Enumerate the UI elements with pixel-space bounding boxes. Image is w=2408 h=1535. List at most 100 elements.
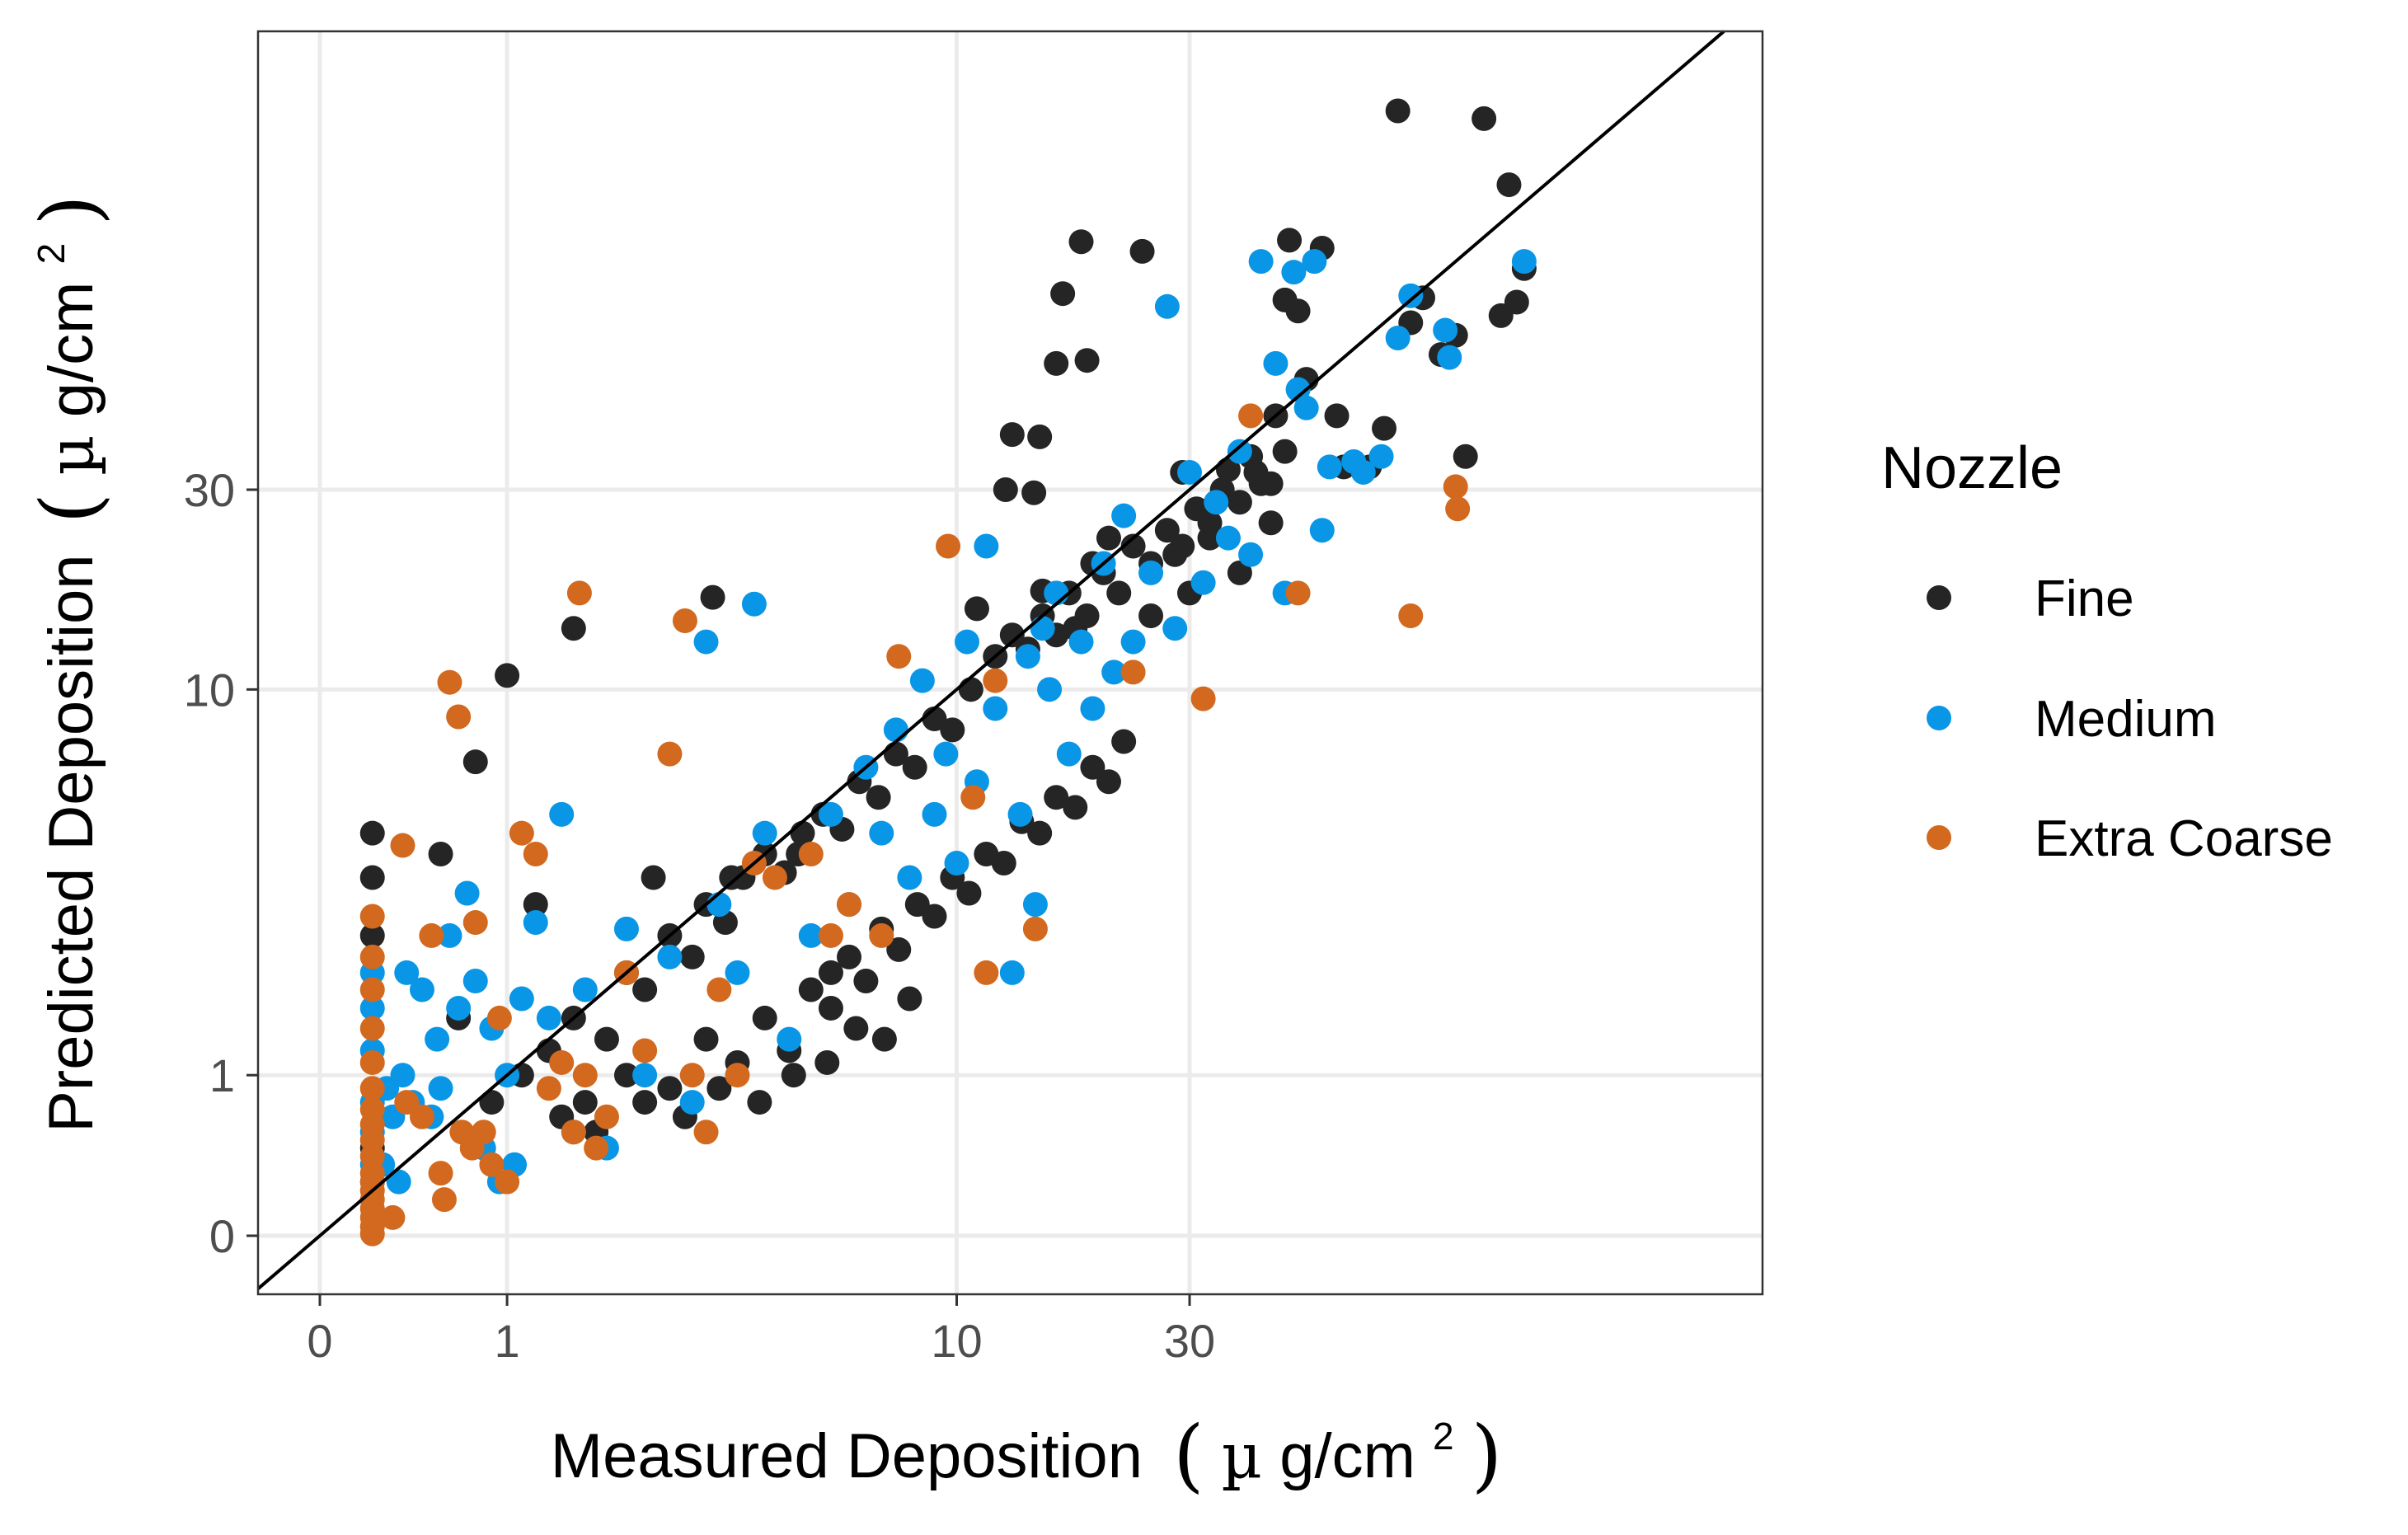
- point-fine-64: [1096, 769, 1121, 795]
- point-medium-33: [613, 916, 639, 941]
- point-extra-coarse-60: [974, 960, 999, 985]
- point-medium-52: [933, 741, 959, 767]
- point-extra-coarse-41: [584, 1135, 609, 1161]
- point-extra-coarse-36: [536, 1076, 561, 1101]
- point-fine-36: [902, 754, 927, 780]
- point-medium-26: [509, 986, 534, 1012]
- x-axis-title-main: Measured Deposition: [551, 1421, 1143, 1491]
- point-medium-58: [999, 960, 1025, 985]
- point-fine-132: [1385, 98, 1411, 124]
- point-extra-coarse-32: [486, 1005, 512, 1030]
- point-medium-44: [818, 801, 843, 827]
- point-fine-42: [657, 1076, 683, 1101]
- point-fine-124: [1277, 228, 1303, 253]
- point-medium-9: [386, 1169, 411, 1195]
- point-fine-115: [1197, 525, 1223, 551]
- point-fine-45: [752, 1005, 777, 1030]
- point-fine-47: [798, 977, 824, 1002]
- point-fine-40: [572, 1090, 598, 1115]
- point-medium-53: [944, 851, 969, 876]
- point-medium-56: [974, 533, 999, 559]
- point-extra-coarse-35: [523, 842, 548, 867]
- point-extra-coarse-61: [983, 668, 1008, 693]
- point-medium-16: [428, 1076, 453, 1101]
- point-fine-16: [479, 1090, 505, 1115]
- y-tick-label-1: 1: [209, 1049, 235, 1101]
- point-medium-42: [777, 1026, 802, 1052]
- point-fine-120: [1248, 471, 1274, 496]
- point-medium-85: [1285, 377, 1311, 402]
- point-extra-coarse-20: [394, 1090, 420, 1115]
- point-medium-47: [869, 820, 894, 846]
- point-medium-92: [1368, 444, 1394, 469]
- point-extra-coarse-19: [390, 833, 415, 858]
- point-medium-62: [1030, 616, 1055, 641]
- point-fine-87: [1074, 348, 1100, 373]
- point-fine-89: [1096, 525, 1121, 551]
- point-medium-95: [1433, 317, 1458, 343]
- point-extra-coarse-31: [479, 1152, 505, 1177]
- point-medium-60: [1015, 644, 1040, 669]
- point-medium-87: [1302, 249, 1327, 275]
- point-fine-10: [561, 616, 586, 641]
- point-fine-138: [1472, 106, 1497, 131]
- point-fine-137: [1453, 444, 1478, 469]
- point-extra-coarse-21: [409, 1104, 434, 1129]
- point-medium-38: [706, 892, 732, 918]
- point-fine-103: [1154, 518, 1180, 543]
- point-extra-coarse-53: [798, 842, 824, 867]
- point-fine-101: [1120, 533, 1146, 559]
- point-medium-59: [1007, 801, 1033, 827]
- point-medium-27: [523, 910, 548, 936]
- point-medium-40: [741, 591, 767, 617]
- point-fine-7: [462, 749, 488, 775]
- point-fine-128: [1324, 403, 1350, 429]
- point-medium-28: [536, 1005, 561, 1030]
- point-medium-84: [1281, 260, 1307, 285]
- point-fine-2: [359, 922, 385, 948]
- point-fine-52: [886, 936, 912, 962]
- point-extra-coarse-16: [359, 944, 385, 969]
- point-medium-71: [1120, 629, 1146, 655]
- point-fine-72: [781, 1063, 806, 1088]
- point-medium-35: [657, 944, 683, 969]
- point-extra-coarse-24: [431, 1187, 457, 1213]
- point-medium-88: [1309, 518, 1335, 543]
- point-extra-coarse-56: [869, 922, 894, 948]
- legend-key-fine: [1927, 585, 1951, 610]
- x-tick-label-30: 30: [1164, 1315, 1215, 1367]
- point-extra-coarse-62: [1022, 916, 1048, 941]
- point-extra-coarse-34: [509, 820, 534, 846]
- point-medium-82: [1263, 350, 1288, 376]
- point-medium-76: [1190, 570, 1216, 595]
- point-medium-11: [394, 960, 420, 985]
- x-axis-title: Measured Deposition ( µ g/cm 2 ): [551, 1393, 1502, 1501]
- point-fine-86: [1068, 229, 1094, 255]
- point-medium-75: [1177, 459, 1202, 485]
- legend: Nozzle Fine Medium Extra Coarse: [1881, 435, 2333, 867]
- point-fine-60: [1027, 820, 1053, 846]
- point-medium-31: [572, 977, 598, 1002]
- point-extra-coarse-69: [1445, 496, 1471, 522]
- point-extra-coarse-52: [762, 865, 787, 890]
- point-medium-73: [1154, 293, 1180, 319]
- point-fine-91: [1138, 603, 1164, 629]
- y-axis-title: Predicted Deposition ( µ g/cm 2 ): [8, 195, 116, 1133]
- point-extra-coarse-67: [1398, 603, 1424, 629]
- point-fine-54: [922, 904, 947, 929]
- point-fine-4: [359, 820, 385, 846]
- point-fine-39: [958, 677, 983, 702]
- y-tick-label-0: 0: [209, 1210, 235, 1262]
- point-fine-108: [1227, 490, 1252, 515]
- point-medium-10: [390, 1063, 415, 1088]
- point-extra-coarse-68: [1443, 474, 1468, 500]
- point-medium-49: [897, 865, 922, 890]
- legend-key-extra-coarse: [1927, 825, 1951, 850]
- legend-label-fine: Fine: [2035, 570, 2134, 627]
- plot-panel-border: [256, 30, 1764, 1296]
- point-medium-67: [1080, 696, 1105, 721]
- point-extra-coarse-54: [818, 922, 843, 948]
- point-extra-coarse-38: [561, 1120, 586, 1145]
- point-medium-37: [693, 629, 719, 655]
- point-fine-111: [1272, 439, 1298, 464]
